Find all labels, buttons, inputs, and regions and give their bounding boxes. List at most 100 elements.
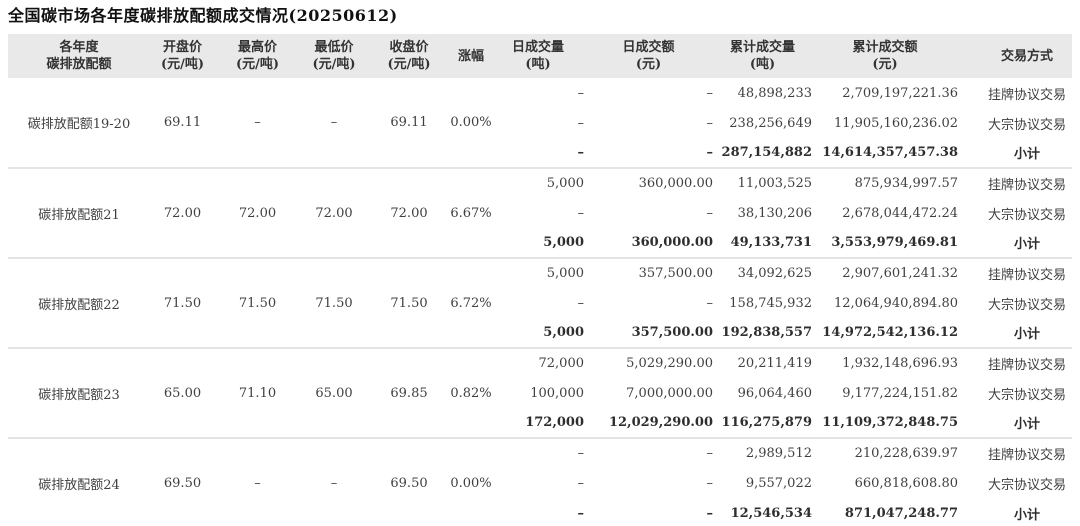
- change-cell: 6.72%: [450, 258, 492, 349]
- col-header-daily-amount: 日成交额 (元): [584, 34, 713, 78]
- cum-volume-cell: 12,546,534: [730, 505, 812, 521]
- high-price-cell: –: [254, 476, 261, 491]
- table-body: 碳排放配额19-20 69.11– –69.11 0.00% – –48,898,233 2…: [8, 78, 1072, 526]
- cum-amount-cell: 11,905,160,236.02: [833, 115, 958, 131]
- table-row: 碳排放配额23 65.00 71.10 65.00 69.85 0.82% 72,000 5,…: [8, 348, 1072, 439]
- trade-method-cell: 大宗协议交易: [987, 207, 1066, 223]
- table-row: – –287,154,882 14,614,357,457.38 小计: [8, 138, 1072, 169]
- table-row: 172,000 12,029,290.00 116,275,879 11,109,37…: [8, 408, 1072, 439]
- trade-method-cell: 小计: [958, 228, 1072, 259]
- table-row: 碳排放配额19-20 69.11– –69.11 0.00% – –48,898,233 2…: [8, 78, 1072, 169]
- table-row: – –12,546,534 871,047,248.77 小计: [8, 498, 1072, 526]
- open-price-cell: 69.11: [150, 78, 215, 169]
- open-price-cell: 71.50: [150, 258, 215, 349]
- cum-volume-cell: 158,745,932: [729, 295, 812, 311]
- trade-method-cell: 挂牌协议交易: [987, 268, 1066, 283]
- change-cell: 0.00%: [450, 476, 492, 491]
- cum-amount-cell: 9,177,224,151.82: [842, 385, 958, 401]
- quota-name-cell: 碳排放配额22: [8, 258, 150, 349]
- close-price-cell: 69.50: [390, 476, 428, 491]
- daily-amount-cell: –: [706, 475, 714, 491]
- carbon-quota-table: 各年度 碳排放配额 开盘价 (元/吨) 最高价 (元/吨) 最低价 (元/吨) …: [8, 34, 1072, 526]
- daily-volume-cell: 5,000: [492, 228, 584, 259]
- trade-method-cell: 挂牌协议交易: [987, 87, 1066, 103]
- cum-amount-cell: 3,553,979,469.81: [812, 228, 958, 259]
- table-row: 5,000 360,000.00 49,133,731 3,553,979,469.8…: [8, 228, 1072, 259]
- close-price-cell: 72.00: [368, 168, 450, 259]
- cum-volume-cell: 20,211,419: [737, 356, 812, 371]
- page-title: 全国碳市场各年度碳排放配额成交情况(20250612): [8, 6, 398, 25]
- daily-amount-cell: –: [706, 85, 714, 101]
- trade-method-cell: 小计: [1013, 507, 1040, 523]
- col-header-open-price: 开盘价 (元/吨): [150, 34, 215, 78]
- cum-amount-cell: 871,047,248.77: [844, 505, 958, 521]
- daily-volume-cell: 100,000: [530, 385, 584, 401]
- table-row: – –158,745,932 12,064,940,894.80 大宗协议交易: [8, 288, 1072, 318]
- table-row: 碳排放配额24 69.50 – – 69.50 0.00% – – 2,989,512 210,2…: [8, 438, 1072, 493]
- daily-volume-cell: 72,000: [538, 356, 585, 371]
- cum-amount-cell: 2,907,601,241.32: [842, 266, 958, 281]
- trade-method-cell: 大宗协议交易: [987, 117, 1066, 133]
- table-row: – – 38,130,206 2,678,044,472.24 大宗协议交易: [8, 198, 1072, 228]
- quota-name-cell: 碳排放配额19-20: [8, 78, 150, 169]
- table-row: 5,000 357,500.00 192,838,557 14,972,542,136…: [8, 318, 1072, 349]
- daily-amount-cell: –: [706, 505, 714, 521]
- col-header-low-price: 最低价 (元/吨): [300, 34, 368, 78]
- header-row: 各年度 碳排放配额 开盘价 (元/吨) 最高价 (元/吨) 最低价 (元/吨) …: [8, 34, 1072, 78]
- close-price-cell: 71.50: [368, 258, 450, 349]
- table-row: – – 9,557,022 660,818,608.80 大宗协议交易: [8, 468, 1072, 498]
- high-price-cell: 71.50: [215, 258, 300, 349]
- daily-volume-cell: –: [577, 85, 585, 101]
- low-price-cell: 65.00: [300, 348, 368, 439]
- daily-amount-cell: –: [584, 138, 713, 169]
- change-cell: 6.67%: [450, 168, 492, 259]
- col-header-change: 涨幅: [450, 34, 492, 78]
- col-header-cum-volume: 累计成交量 (吨): [713, 34, 812, 78]
- cum-volume-cell: 287,154,882: [713, 138, 812, 169]
- cum-volume-cell: 11,003,525: [737, 176, 812, 191]
- col-header-close-price: 收盘价 (元/吨): [368, 34, 450, 78]
- daily-amount-cell: 360,000.00: [638, 176, 713, 191]
- daily-volume-cell: –: [492, 138, 584, 169]
- low-price-cell: 71.50: [300, 258, 368, 349]
- quota-name-cell: 碳排放配额23: [8, 348, 150, 439]
- cum-amount-cell: 14,614,357,457.38: [812, 138, 958, 169]
- daily-amount-cell: –: [706, 205, 714, 221]
- low-price-cell: –: [330, 476, 338, 491]
- cum-amount-cell: 875,934,997.57: [854, 176, 958, 191]
- daily-volume-cell: 172,000: [492, 408, 584, 439]
- daily-amount-cell: 360,000.00: [584, 228, 713, 259]
- cum-volume-cell: 192,838,557: [713, 318, 812, 349]
- cum-amount-cell: 2,678,044,472.24: [842, 205, 958, 221]
- change-cell: 0.00%: [450, 78, 492, 169]
- cum-volume-cell: 96,064,460: [737, 385, 812, 401]
- daily-amount-cell: –: [706, 446, 714, 461]
- trade-method-cell: 挂牌协议交易: [987, 448, 1066, 463]
- trade-method-cell: 挂牌协议交易: [987, 358, 1066, 373]
- col-header-quota: 各年度 碳排放配额: [8, 34, 150, 78]
- cum-volume-cell: 116,275,879: [713, 408, 812, 439]
- quota-name-cell: 碳排放配额24: [38, 478, 120, 493]
- cum-volume-cell: 48,898,233: [737, 85, 812, 101]
- close-price-cell: 69.85: [368, 348, 450, 439]
- high-price-cell: 72.00: [215, 168, 300, 259]
- daily-amount-cell: 357,500.00: [638, 266, 713, 281]
- table-header: 各年度 碳排放配额 开盘价 (元/吨) 最高价 (元/吨) 最低价 (元/吨) …: [8, 34, 1072, 78]
- trade-method-cell: 大宗协议交易: [987, 477, 1066, 493]
- daily-volume-cell: –: [577, 295, 585, 311]
- table-row: 100,000 7,000,000.00 96,064,460 9,177,224,1…: [8, 378, 1072, 408]
- open-price-cell: 69.50: [163, 476, 202, 491]
- cum-amount-cell: 660,818,608.80: [854, 475, 958, 491]
- cum-amount-cell: 11,109,372,848.75: [812, 408, 958, 439]
- daily-volume-cell: 5,000: [492, 318, 584, 349]
- open-price-cell: 65.00: [150, 348, 215, 439]
- open-price-cell: 72.00: [150, 168, 215, 259]
- daily-amount-cell: 7,000,000.00: [626, 385, 713, 401]
- cum-amount-cell: 1,932,148,696.93: [842, 356, 958, 371]
- col-header-cum-amount: 累计成交额 (元): [812, 34, 958, 78]
- col-header-trade-method: 交易方式: [958, 34, 1072, 78]
- quota-name-cell: 碳排放配额21: [8, 168, 150, 259]
- daily-amount-cell: 5,029,290.00: [626, 356, 713, 371]
- table-row: 碳排放配额21 72.00 72.00 72.00 72.00 6.67% 5,000 360…: [8, 168, 1072, 259]
- cum-volume-cell: 49,133,731: [713, 228, 812, 259]
